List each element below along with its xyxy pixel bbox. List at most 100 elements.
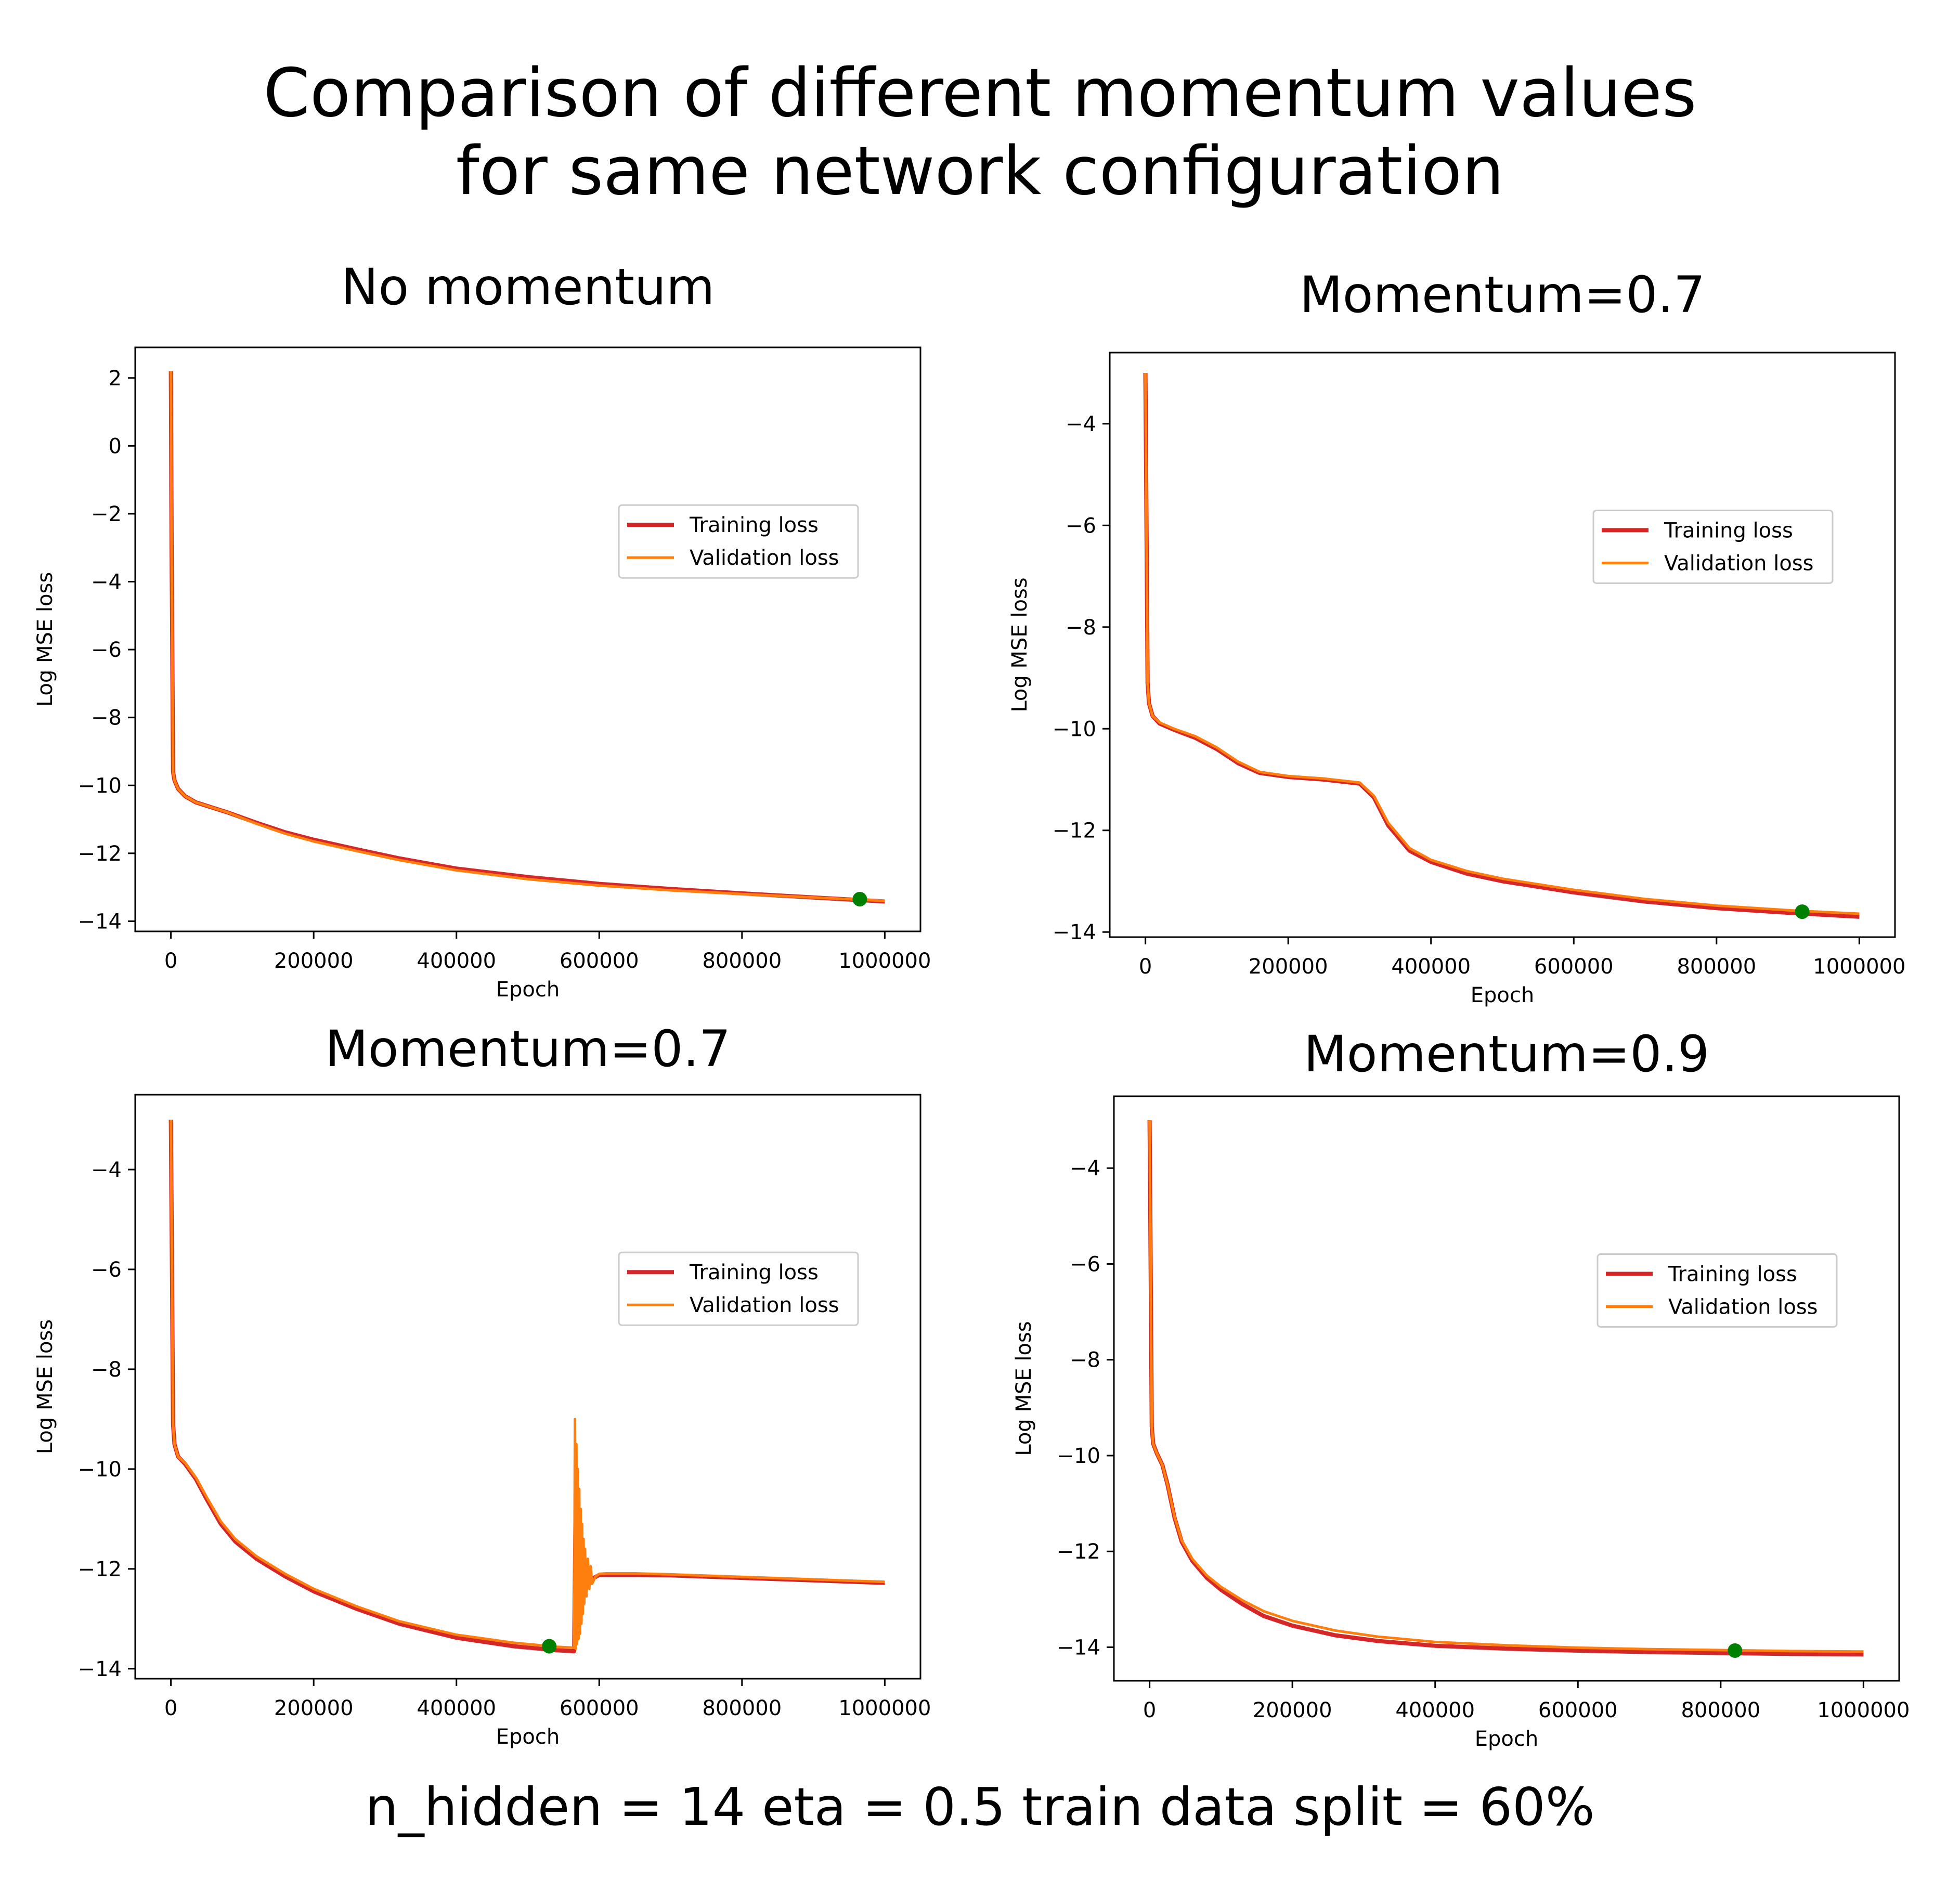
- x-tick-label: 400000: [417, 949, 496, 973]
- y-tick-label: −12: [1053, 819, 1096, 843]
- x-tick-label: 1000000: [1813, 955, 1905, 979]
- y-tick-label: −10: [1053, 717, 1096, 741]
- legend: Training loss Validation loss: [618, 504, 859, 579]
- series-line-training-loss: [168, 1119, 885, 1654]
- y-tick-label: −8: [91, 1358, 122, 1382]
- y-tick-label: −2: [91, 502, 122, 526]
- legend-box: [1596, 1253, 1838, 1328]
- y-tick-label: −10: [78, 774, 122, 798]
- y-tick-label: −6: [1066, 514, 1096, 538]
- x-tick-label: 1000000: [838, 1696, 931, 1720]
- subplot-3: Momentum=0.7 0 200000 400000 600000 800000 100…: [33, 1020, 931, 1749]
- legend-label: Training loss: [689, 1261, 819, 1285]
- y-axis-label: Log MSE loss: [1012, 1321, 1036, 1456]
- x-axis-label: Epoch: [496, 1725, 560, 1749]
- best-epoch-marker: [1728, 1643, 1743, 1658]
- axes-frame: [1113, 1095, 1900, 1682]
- y-tick-label: −12: [78, 1558, 122, 1581]
- legend-label: Validation loss: [690, 546, 839, 570]
- x-tick-label: 0: [164, 949, 177, 973]
- y-tick-label: −12: [1057, 1540, 1100, 1564]
- legend-box: [1592, 509, 1834, 584]
- y-tick-label: −10: [1057, 1444, 1100, 1468]
- y-tick-label: −14: [78, 1657, 122, 1681]
- x-tick-label: 800000: [702, 1696, 782, 1720]
- series-line-validation-loss: [1148, 1120, 1864, 1653]
- series-line-validation-loss: [170, 1119, 885, 1650]
- y-tick-label: −10: [78, 1458, 122, 1482]
- legend-label: Validation loss: [1668, 1295, 1818, 1319]
- subplot-title: Momentum=0.7: [1300, 266, 1705, 324]
- best-epoch-marker: [852, 891, 867, 906]
- x-tick-label: 0: [1143, 1698, 1156, 1722]
- y-tick-label: −4: [1066, 412, 1096, 436]
- axes-frame: [1109, 352, 1896, 938]
- y-tick-label: −14: [1057, 1636, 1100, 1660]
- legend-label: Validation loss: [1664, 551, 1814, 575]
- x-tick-label: 800000: [1677, 955, 1756, 979]
- figure-title-line-2: for same network configuration: [456, 133, 1504, 210]
- x-axis-label: Epoch: [1475, 1727, 1538, 1751]
- best-epoch-marker: [1795, 904, 1810, 919]
- y-tick-label: −12: [78, 842, 122, 866]
- y-tick-label: −4: [91, 1158, 122, 1182]
- x-tick-label: 1000000: [1817, 1698, 1910, 1722]
- x-tick-label: 600000: [560, 949, 639, 973]
- legend-label: Training loss: [1668, 1262, 1797, 1286]
- legend: Training loss Validation loss: [1592, 509, 1834, 584]
- y-tick-label: −6: [91, 638, 122, 662]
- x-tick-label: 1000000: [838, 949, 931, 973]
- figure-footer: n_hidden = 14 eta = 0.5 train data split…: [365, 1776, 1595, 1837]
- y-tick-label: −6: [91, 1258, 122, 1282]
- x-tick-label: 0: [1139, 955, 1152, 979]
- axes-frame: [134, 346, 921, 932]
- x-tick-label: 600000: [1538, 1698, 1618, 1722]
- series-line-validation-loss: [1144, 373, 1860, 915]
- x-tick-label: 200000: [1253, 1698, 1332, 1722]
- y-tick-label: −6: [1070, 1252, 1100, 1276]
- best-epoch-marker: [542, 1639, 557, 1654]
- y-tick-label: −8: [1070, 1348, 1100, 1372]
- subplot-4: Momentum=0.9 0 200000 400000 600000 800000 100…: [1012, 1025, 1910, 1751]
- legend-box: [618, 504, 859, 579]
- y-tick-label: −4: [91, 570, 122, 594]
- x-tick-label: 0: [164, 1696, 177, 1720]
- x-tick-label: 400000: [1395, 1698, 1475, 1722]
- y-axis-label: Log MSE loss: [1008, 577, 1032, 712]
- x-tick-label: 200000: [274, 949, 354, 973]
- axes-frame: [134, 1094, 921, 1680]
- legend-label: Validation loss: [690, 1293, 839, 1317]
- y-axis-label: Log MSE loss: [33, 572, 57, 707]
- series-line-training-loss: [168, 371, 885, 904]
- subplot-title: Momentum=0.9: [1304, 1025, 1709, 1083]
- legend-label: Training loss: [1664, 518, 1793, 542]
- series-line-training-loss: [1143, 373, 1860, 919]
- x-axis-label: Epoch: [496, 978, 560, 1002]
- x-tick-label: 800000: [1681, 1698, 1760, 1722]
- subplot-1: No momentum 0 200000 400000 600000 800000 1000…: [33, 258, 931, 1002]
- x-tick-label: 600000: [560, 1696, 639, 1720]
- y-tick-label: −8: [91, 706, 122, 730]
- x-tick-label: 800000: [702, 949, 782, 973]
- figure-title-line-1: Comparison of different momentum values: [263, 55, 1697, 132]
- legend: Training loss Validation loss: [618, 1251, 859, 1326]
- x-tick-label: 400000: [417, 1696, 496, 1720]
- y-tick-label: 0: [109, 434, 122, 458]
- x-tick-label: 200000: [1249, 955, 1328, 979]
- legend-box: [618, 1251, 859, 1326]
- subplot-title: Momentum=0.7: [325, 1020, 731, 1078]
- subplot-title: No momentum: [341, 258, 715, 316]
- series-line-training-loss: [1147, 1120, 1864, 1657]
- x-tick-label: 600000: [1534, 955, 1614, 979]
- subplot-2: Momentum=0.7 0 200000 400000 600000 800000 100…: [1008, 266, 1905, 1007]
- y-tick-label: −14: [1053, 920, 1096, 944]
- x-tick-label: 400000: [1391, 955, 1471, 979]
- x-tick-label: 200000: [274, 1696, 354, 1720]
- series-line-validation-loss: [170, 371, 885, 902]
- y-tick-label: −8: [1066, 616, 1096, 640]
- y-axis-label: Log MSE loss: [33, 1319, 57, 1454]
- y-tick-label: −14: [78, 910, 122, 933]
- legend-label: Training loss: [689, 513, 819, 537]
